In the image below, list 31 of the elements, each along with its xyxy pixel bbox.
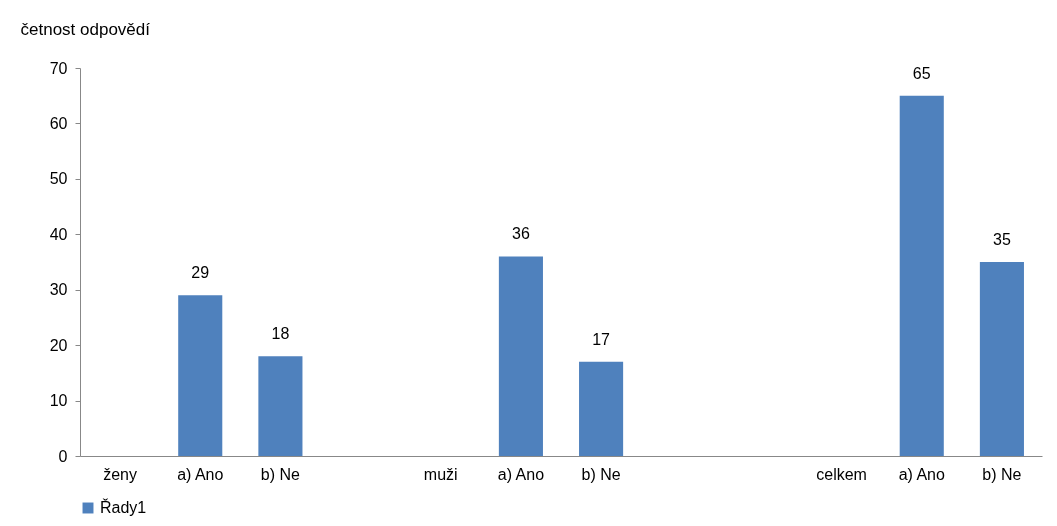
data-label: 17 [592,330,611,348]
bar [258,356,303,456]
x-tick-label: ženy [103,465,137,483]
y-tick-label: 10 [49,392,68,410]
x-tick-label: muži [423,465,458,483]
x-tick-label: a) Ano [177,465,224,483]
bar [498,256,543,456]
x-tick-label: a) Ano [497,465,545,483]
y-tick-label: 20 [49,336,68,354]
x-tick-label: b) Ne [982,465,1022,483]
y-tick-label: 40 [49,225,68,243]
bar [579,361,624,456]
y-tick-label: 30 [49,281,68,299]
bar [899,95,944,456]
x-tick-label: b) Ne [260,465,301,483]
x-tick-label: b) Ne [581,465,621,483]
data-label: 36 [512,225,530,243]
bar [979,262,1024,456]
data-label: 35 [993,231,1011,248]
data-label: 18 [271,325,290,343]
data-label: 29 [191,264,210,282]
y-tick-label: 0 [58,447,68,465]
y-axis-title: četnost odpovědí [20,19,151,39]
legend-label: Řady1 [100,498,147,516]
y-tick-label: 60 [49,114,68,132]
x-tick-label: celkem [816,465,867,483]
x-tick-label: a) Ano [898,465,945,483]
y-tick-label: 50 [49,170,68,188]
y-tick-label: 70 [49,59,68,77]
data-label: 65 [912,64,931,82]
bar [178,295,223,456]
